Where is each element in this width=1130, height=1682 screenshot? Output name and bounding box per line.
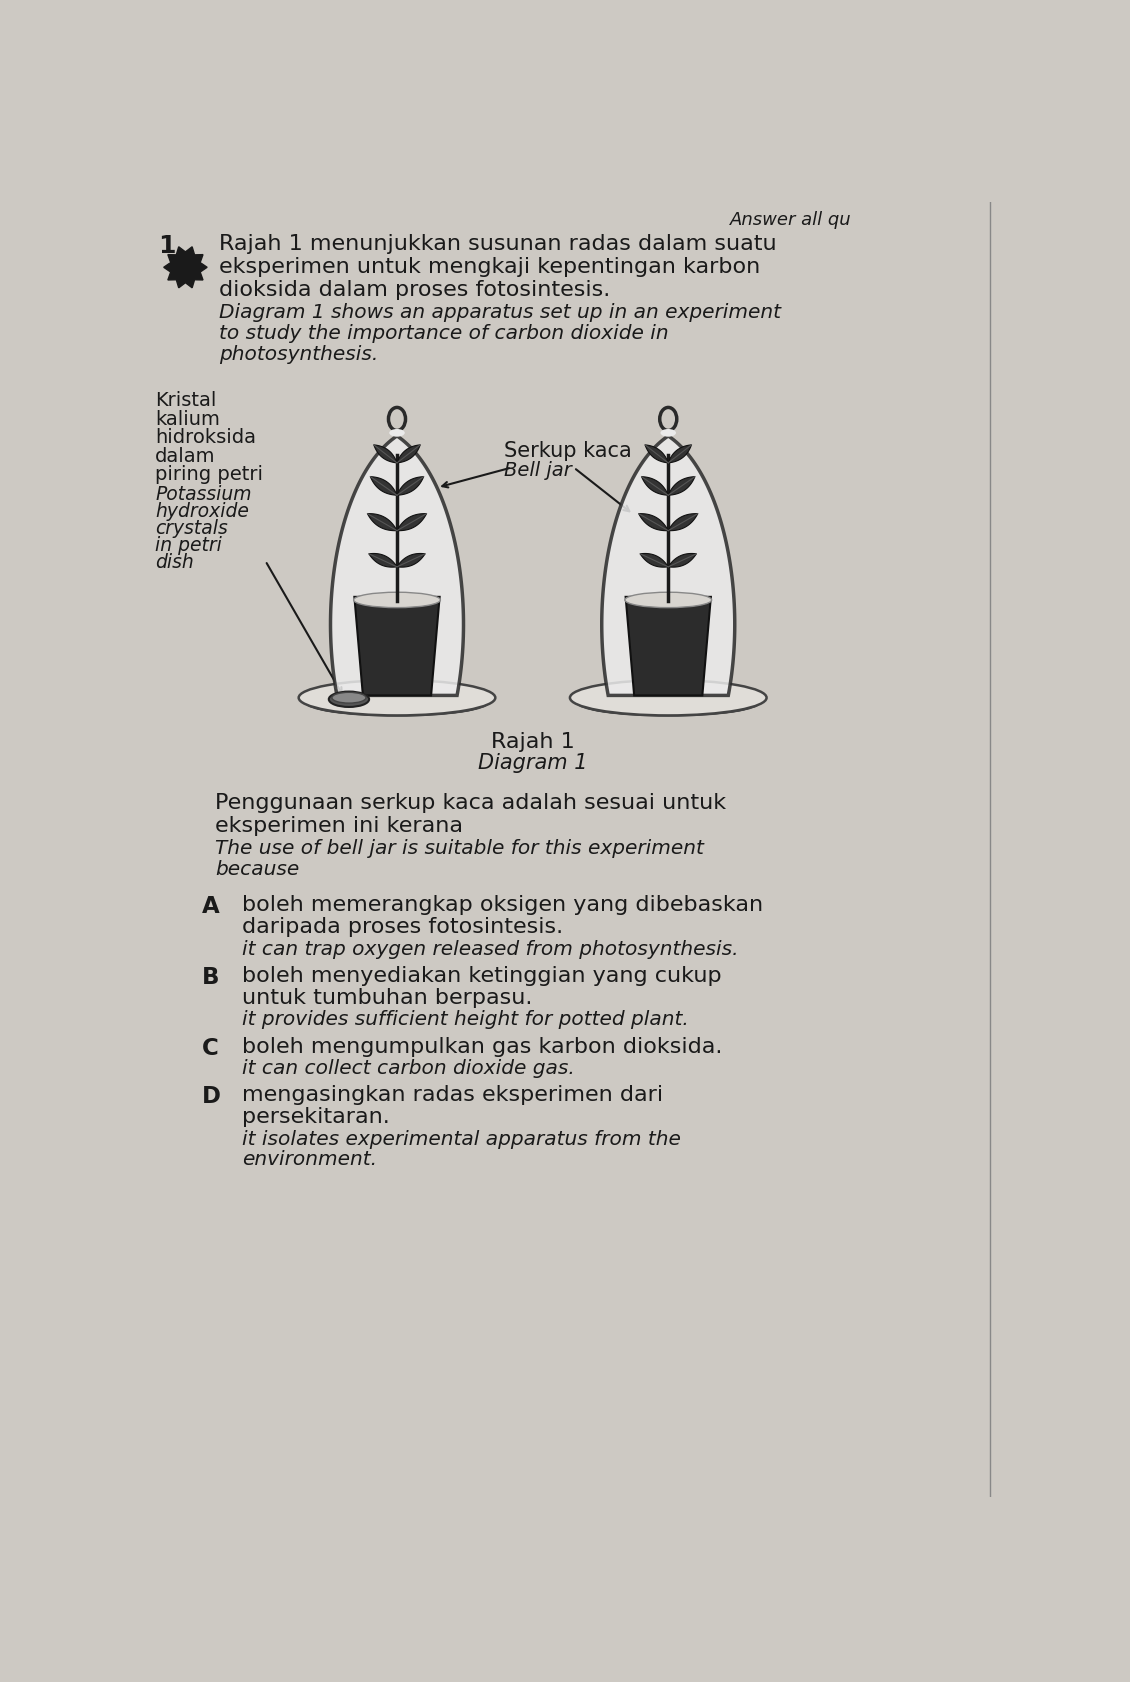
- Text: it can trap oxygen released from photosynthesis.: it can trap oxygen released from photosy…: [242, 940, 739, 959]
- Text: boleh memerangkap oksigen yang dibebaskan: boleh memerangkap oksigen yang dibebaska…: [242, 895, 763, 915]
- Text: boleh menyediakan ketinggian yang cukup: boleh menyediakan ketinggian yang cukup: [242, 965, 722, 986]
- Text: crystals: crystals: [155, 520, 228, 538]
- Text: B: B: [201, 965, 219, 989]
- Text: 1: 1: [158, 234, 176, 257]
- Polygon shape: [397, 476, 424, 495]
- Text: kalium: kalium: [155, 410, 220, 429]
- Polygon shape: [668, 553, 696, 567]
- Text: hidroksida: hidroksida: [155, 429, 257, 447]
- Ellipse shape: [570, 680, 766, 715]
- Polygon shape: [355, 597, 440, 695]
- Polygon shape: [641, 553, 668, 567]
- Polygon shape: [602, 436, 734, 695]
- Text: to study the importance of carbon dioxide in: to study the importance of carbon dioxid…: [219, 325, 668, 343]
- Text: persekitaran.: persekitaran.: [242, 1107, 390, 1127]
- Text: untuk tumbuhan berpasu.: untuk tumbuhan berpasu.: [242, 987, 532, 1008]
- Polygon shape: [645, 444, 668, 463]
- Ellipse shape: [389, 429, 405, 437]
- Polygon shape: [397, 553, 425, 567]
- Text: environment.: environment.: [242, 1150, 377, 1169]
- Polygon shape: [367, 513, 397, 532]
- Text: Rajah 1: Rajah 1: [490, 732, 574, 752]
- Ellipse shape: [585, 696, 751, 715]
- Polygon shape: [638, 513, 668, 532]
- Text: boleh mengumpulkan gas karbon dioksida.: boleh mengumpulkan gas karbon dioksida.: [242, 1036, 722, 1056]
- Text: D: D: [201, 1085, 220, 1108]
- Polygon shape: [668, 444, 692, 463]
- Ellipse shape: [305, 688, 488, 715]
- Text: C: C: [201, 1036, 218, 1060]
- Text: dish: dish: [155, 553, 194, 572]
- Text: The use of bell jar is suitable for this experiment: The use of bell jar is suitable for this…: [215, 839, 704, 858]
- Text: mengasingkan radas eksperimen dari: mengasingkan radas eksperimen dari: [242, 1085, 663, 1105]
- Circle shape: [173, 256, 198, 279]
- Text: Serkup kaca: Serkup kaca: [504, 441, 632, 461]
- Text: in petri: in petri: [155, 537, 223, 555]
- Text: it can collect carbon dioxide gas.: it can collect carbon dioxide gas.: [242, 1060, 575, 1078]
- Text: Kristal: Kristal: [155, 392, 217, 410]
- Polygon shape: [374, 444, 397, 463]
- Polygon shape: [642, 476, 668, 495]
- Text: Bell jar: Bell jar: [504, 461, 572, 481]
- Text: eksperimen ini kerana: eksperimen ini kerana: [215, 816, 463, 836]
- Ellipse shape: [298, 680, 495, 715]
- Text: KBAT: KBAT: [168, 261, 202, 274]
- Ellipse shape: [661, 429, 676, 437]
- Polygon shape: [397, 444, 420, 463]
- Text: Diagram 1: Diagram 1: [478, 754, 588, 774]
- Ellipse shape: [576, 688, 759, 715]
- Text: A: A: [201, 895, 219, 918]
- Ellipse shape: [314, 696, 480, 715]
- Text: photosynthesis.: photosynthesis.: [219, 345, 379, 363]
- Text: Rajah 1 menunjukkan susunan radas dalam suatu: Rajah 1 menunjukkan susunan radas dalam …: [219, 234, 776, 254]
- Text: it provides sufficient height for potted plant.: it provides sufficient height for potted…: [242, 1011, 689, 1029]
- Polygon shape: [397, 513, 426, 532]
- Ellipse shape: [625, 592, 712, 607]
- Text: eksperimen untuk mengkaji kepentingan karbon: eksperimen untuk mengkaji kepentingan ka…: [219, 257, 760, 278]
- Polygon shape: [164, 247, 207, 288]
- Ellipse shape: [329, 691, 370, 706]
- Polygon shape: [330, 436, 463, 695]
- Polygon shape: [368, 553, 397, 567]
- Text: dalam: dalam: [155, 447, 216, 466]
- Polygon shape: [626, 597, 711, 695]
- Text: Potassium: Potassium: [155, 484, 252, 505]
- Polygon shape: [371, 476, 397, 495]
- Text: it isolates experimental apparatus from the: it isolates experimental apparatus from …: [242, 1130, 681, 1149]
- Text: Answer all qu: Answer all qu: [730, 210, 852, 229]
- Polygon shape: [668, 476, 695, 495]
- Text: Penggunaan serkup kaca adalah sesuai untuk: Penggunaan serkup kaca adalah sesuai unt…: [215, 794, 725, 812]
- Text: hydroxide: hydroxide: [155, 503, 249, 521]
- Text: because: because: [215, 860, 299, 880]
- Text: dioksida dalam proses fotosintesis.: dioksida dalam proses fotosintesis.: [219, 281, 610, 301]
- Text: daripada proses fotosintesis.: daripada proses fotosintesis.: [242, 917, 563, 937]
- Polygon shape: [668, 513, 698, 532]
- Ellipse shape: [332, 693, 366, 703]
- Text: piring petri: piring petri: [155, 466, 263, 484]
- Text: Diagram 1 shows an apparatus set up in an experiment: Diagram 1 shows an apparatus set up in a…: [219, 303, 781, 323]
- Ellipse shape: [354, 592, 441, 607]
